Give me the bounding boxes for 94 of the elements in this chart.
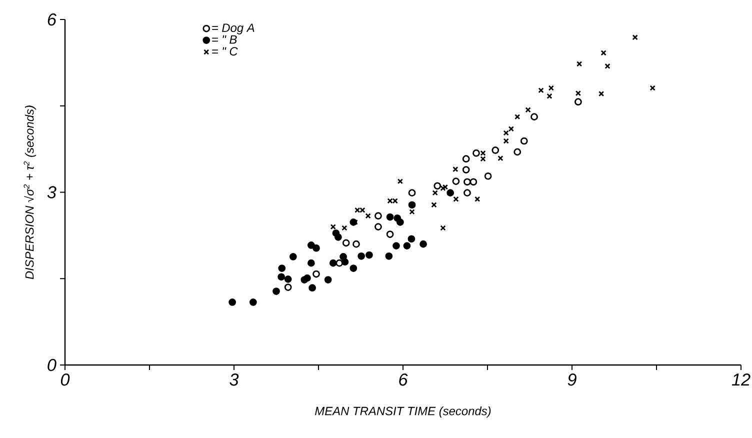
legend-label: = " C [212, 47, 238, 56]
point [386, 213, 394, 221]
point [341, 258, 349, 266]
point [386, 230, 394, 238]
point [453, 196, 459, 202]
point [470, 178, 478, 186]
x-tick-label: 0 [60, 374, 70, 386]
point [350, 264, 358, 272]
point [374, 212, 382, 220]
point [284, 284, 292, 291]
point [600, 50, 606, 56]
point [278, 273, 286, 281]
point [632, 34, 638, 40]
point [462, 166, 470, 174]
point [278, 264, 286, 272]
point [514, 148, 522, 156]
point [503, 138, 509, 144]
point [396, 218, 404, 226]
point [538, 88, 544, 94]
point [472, 149, 480, 157]
y-axis-title: DISPERSION √σ$^{2}$ + τ$^{2}$ (seconds) [24, 106, 36, 280]
point [408, 235, 416, 243]
point [284, 276, 292, 283]
point [575, 90, 582, 96]
point [446, 189, 454, 197]
x-tick-label: 3 [230, 374, 239, 386]
point [492, 146, 500, 154]
point [330, 224, 336, 230]
point [498, 155, 504, 162]
point [420, 240, 427, 248]
point [480, 156, 486, 162]
point [289, 253, 297, 260]
x-tick-label: 9 [568, 374, 576, 386]
point [440, 185, 446, 192]
point [452, 178, 460, 185]
point [408, 201, 416, 209]
point [409, 209, 415, 215]
point [324, 276, 332, 284]
legend-label: = " B [212, 35, 237, 44]
point [312, 270, 320, 278]
point [514, 114, 520, 120]
point [480, 150, 486, 156]
point [440, 225, 446, 231]
point [304, 274, 311, 282]
point [334, 233, 342, 241]
x-tick-label: 12 [732, 374, 750, 386]
point [365, 213, 371, 219]
point [464, 178, 471, 186]
point [650, 85, 656, 91]
point [484, 172, 492, 180]
x-tick-label: 6 [399, 374, 408, 386]
point [432, 190, 438, 196]
point [574, 98, 582, 106]
point [474, 196, 480, 202]
point [366, 251, 373, 259]
point [464, 189, 471, 197]
legend-label: = Dog A [212, 24, 254, 34]
point [442, 184, 448, 190]
point [604, 63, 610, 69]
point [392, 242, 400, 250]
point [508, 126, 514, 132]
y-tick-label: 0 [48, 358, 56, 372]
point [431, 202, 437, 208]
point [342, 225, 348, 231]
point [403, 242, 411, 250]
point [352, 240, 360, 248]
point [312, 244, 320, 252]
point [329, 259, 337, 267]
point [598, 90, 604, 97]
point [307, 259, 315, 267]
point [374, 223, 382, 230]
point [228, 298, 236, 306]
point [342, 239, 350, 247]
point [397, 178, 403, 184]
point [249, 298, 257, 306]
point [272, 288, 280, 295]
point [576, 61, 582, 67]
point [503, 130, 509, 136]
y-tick-label: 3 [47, 186, 56, 198]
point [307, 242, 315, 249]
point [434, 182, 442, 190]
y-tick-label: 6 [48, 13, 57, 26]
point [548, 85, 554, 91]
point [462, 155, 470, 163]
point [520, 137, 528, 145]
point [358, 252, 366, 260]
point [525, 107, 531, 113]
point [308, 284, 316, 292]
point [546, 93, 552, 99]
point [530, 113, 538, 121]
point [385, 252, 393, 260]
x-axis-title: MEAN TRANSIT TIME (seconds) [315, 406, 491, 418]
point [408, 189, 416, 197]
point [452, 166, 458, 172]
